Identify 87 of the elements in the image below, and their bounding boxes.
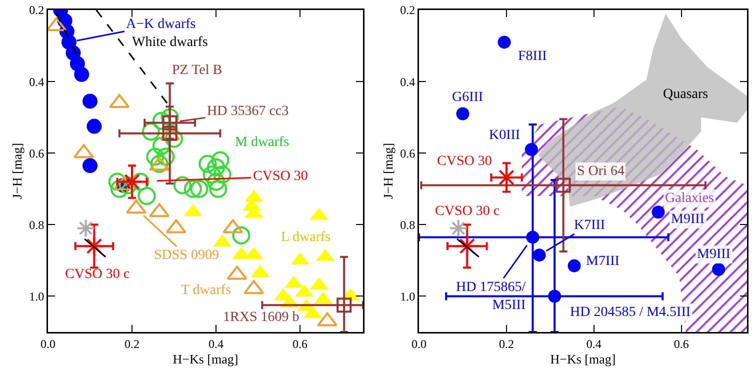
point [198,154,217,173]
point [712,262,726,276]
x-tick-label: 0.4 [586,336,602,351]
annotation: G6III [452,90,484,105]
y-tick-label: 0.8 [29,218,44,232]
point [556,178,571,193]
point [532,248,546,262]
y-tick-label: 0.8 [400,218,416,232]
annotation: K0III [489,128,520,143]
annotation: S Ori 64 [577,164,624,179]
annotation: K7III [574,218,606,233]
annotation: M9III [671,212,705,227]
point [82,158,98,174]
y-axis-title: J−H [mag] [380,142,396,200]
annotation: CVSO 30 [253,169,308,184]
point [202,166,221,184]
y-tick-label: 0.2 [400,3,416,18]
annotation: PZ Tel B [172,63,222,78]
point [76,218,96,238]
x-tick-label: 0.4 [208,336,224,351]
point [156,148,175,166]
x-tick-label: 0.0 [40,336,56,351]
x-axis-title: H−Ks [mag] [550,351,616,366]
point [548,290,562,303]
annotation: CVSO 30 c [65,267,130,282]
point [74,66,90,82]
y-tick-label: 0.4 [400,74,416,89]
point [162,115,178,130]
point [207,158,225,176]
x-tick-label: 0.6 [292,336,308,351]
point [131,172,150,191]
point [152,136,170,155]
annotation: M7III [586,254,620,269]
annotation: L dwarfs [281,230,331,245]
point [110,180,128,198]
annotation: A−K dwarfs [126,17,196,32]
point [138,187,156,206]
point [526,230,540,244]
x-tick-label: 0.2 [124,336,140,351]
point [108,172,126,191]
point [207,172,225,191]
point [209,180,228,198]
annotation: HD 204585 / M4.5III [570,305,691,320]
annotation: 1RXS 1609 b [223,310,300,325]
annotation: F8III [518,49,548,64]
annotation: Quasars [663,87,708,102]
x-tick-label: 0.6 [674,336,689,351]
point [173,176,192,194]
point [498,36,511,49]
annotation: Galaxies [665,191,714,206]
point [162,126,178,141]
annotation: M9III [697,247,731,262]
x-tick-label: 0.0 [412,336,426,351]
point [82,94,98,109]
point [568,259,581,272]
point [142,122,160,141]
point [232,226,250,244]
x-axis-title: H−Ks [mag] [172,351,238,366]
annotation: M dwarfs [235,135,290,150]
point [652,206,665,219]
point [152,112,170,130]
annotation: T dwarfs [181,283,231,298]
y-tick-label: 0.2 [29,3,44,18]
y-tick-label: 0.6 [400,146,416,160]
point [86,118,102,134]
annotation: CVSO 30 c [435,204,500,219]
point [211,151,230,170]
point [524,143,538,156]
annotation: HD 175865/ M5III [456,280,526,314]
point [190,180,208,198]
point [456,107,470,120]
annotation: White dwarfs [132,35,208,50]
point [165,130,183,148]
annotation: SDSS 0909 [154,248,219,263]
point [184,180,202,198]
y-tick-label: 1.0 [400,289,416,304]
y-axis-title: J−H [mag] [9,142,24,200]
x-tick-label: 0.2 [498,336,514,351]
point [160,108,179,126]
point [213,166,232,184]
annotation: CVSO 30 [437,154,492,169]
y-tick-label: 0.6 [29,146,44,160]
y-tick-label: 1.0 [29,289,44,304]
y-tick-label: 0.4 [29,74,44,89]
annotation: HD 35367 cc3 [207,104,289,119]
point [146,148,164,166]
point [448,218,468,238]
